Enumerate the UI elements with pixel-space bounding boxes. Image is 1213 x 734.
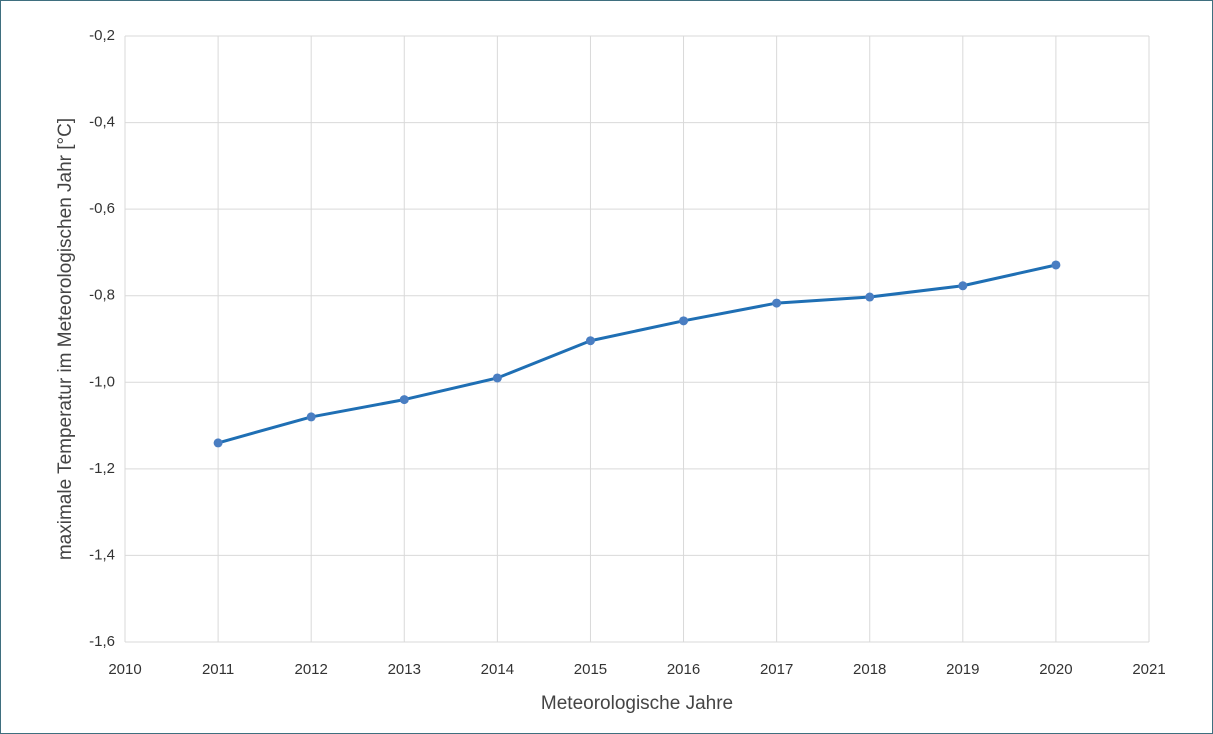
point: [679, 316, 689, 326]
y-tick-label: -0,6: [89, 200, 115, 217]
point: [492, 373, 502, 383]
y-tick-label: -1,2: [89, 460, 115, 477]
point: [1051, 260, 1061, 270]
y-tick-label: -0,8: [89, 287, 115, 304]
point: [958, 281, 968, 291]
x-axis-title: Meteorologische Jahre: [541, 693, 733, 714]
x-tick-label: 2017: [760, 661, 793, 678]
y-tick-label: -1,6: [89, 633, 115, 650]
x-tick-label: 2010: [108, 661, 141, 678]
line: [217, 263, 1057, 445]
y-axis-title: maximale Temperatur im Meteorologischen …: [55, 118, 76, 560]
x-tick-label: 2011: [202, 661, 234, 678]
point: [865, 292, 875, 302]
x-tick-label: 2012: [294, 661, 327, 678]
point: [213, 438, 223, 448]
x-tick-label: 2018: [853, 661, 886, 678]
y-tick-label: -0,4: [89, 114, 115, 131]
x-tick-label: 2021: [1132, 661, 1165, 678]
point: [306, 412, 316, 422]
x-tick-label: 2013: [388, 661, 421, 678]
y-tick-label: -0,2: [89, 27, 115, 44]
x-tick-label: 2020: [1039, 661, 1072, 678]
point: [585, 336, 595, 346]
y-tick-label: -1,4: [89, 546, 115, 563]
x-tick-label: 2015: [574, 661, 607, 678]
y-tick-label: -1,0: [89, 373, 115, 390]
x-tick-label: 2019: [946, 661, 979, 678]
point: [399, 395, 409, 405]
x-tick-label: 2014: [481, 661, 514, 678]
x-tick-label: 2016: [667, 661, 700, 678]
point: [772, 298, 782, 308]
